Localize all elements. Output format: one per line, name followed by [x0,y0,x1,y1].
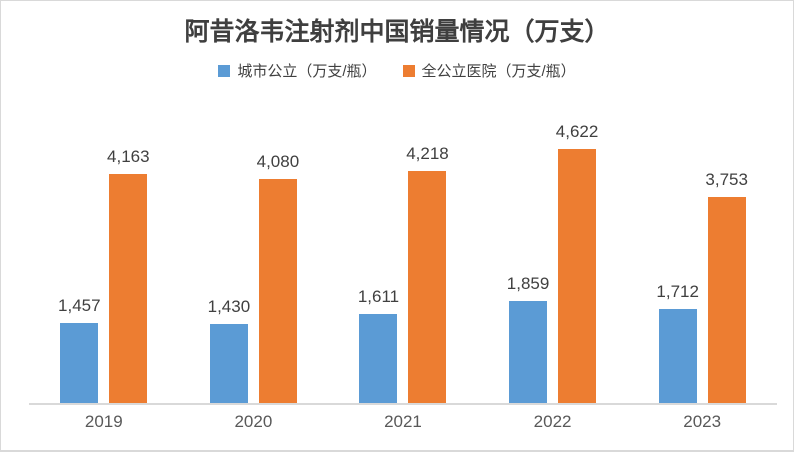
bar-2020-series-1: 4,080 [257,152,299,403]
bar-data-label: 1,712 [656,282,699,301]
bar-2021-series-0: 1,611 [358,287,399,403]
plot-area: 1,457 4,163 1,430 4,080 1,611 4,218 1,859 4,622… [29,118,777,405]
bar-2023-series-1: 3,753 [705,170,748,403]
x-axis-label-2020: 2020 [234,412,273,431]
bar-data-label: 4,218 [406,144,449,163]
bar-data-label: 3,753 [705,170,748,189]
bar-2022-series-0: 1,859 [507,274,549,403]
bar-2019-series-0: 1,457 [58,296,101,403]
bar-2021-series-1: 4,218 [406,144,449,403]
bar-data-label: 4,622 [555,122,599,141]
bar-group-2019: 1,457 4,163 [29,118,179,403]
x-axis-label-2022: 2022 [533,412,572,431]
bar-group-2022: 1,859 4,622 [478,118,628,403]
bar-data-label: 1,859 [506,274,550,293]
bar-2019-series-1: 4,163 [107,147,150,403]
legend-item-1: 全公立医院（万支/瓶） [402,60,576,81]
x-axis-label-2021: 2021 [384,412,422,431]
bar-data-label: 4,163 [107,147,150,166]
bar-group-2023: 1,712 3,753 [627,118,777,403]
bar-2022-series-1: 4,622 [556,122,598,403]
legend-label: 城市公立（万支/瓶） [237,63,377,80]
x-axis-label-2019: 2019 [84,412,123,431]
legend-item-0: 城市公立（万支/瓶） [218,60,377,81]
chart-legend: 城市公立（万支/瓶） 全公立医院（万支/瓶） [1,60,793,81]
legend-swatch-icon [402,64,415,77]
bar-2023-series-0: 1,712 [656,282,699,403]
bar-data-label: 1,457 [58,296,101,315]
legend-swatch-icon [218,64,231,77]
x-axis-labels: 2019 2020 2021 2022 2023 [29,412,777,432]
bar-2020-series-0: 1,430 [208,297,250,403]
x-axis-label-2023: 2023 [683,412,722,431]
bar-data-label: 4,080 [256,152,300,171]
bar-group-2021: 1,611 4,218 [328,118,478,403]
chart-title: 阿昔洛韦注射剂中国销量情况（万支） [184,18,610,46]
legend-label: 全公立医院（万支/瓶） [421,63,576,80]
bar-group-2020: 1,430 4,080 [179,118,329,403]
bar-data-label: 1,430 [207,297,251,316]
bar-data-label: 1,611 [357,287,400,306]
